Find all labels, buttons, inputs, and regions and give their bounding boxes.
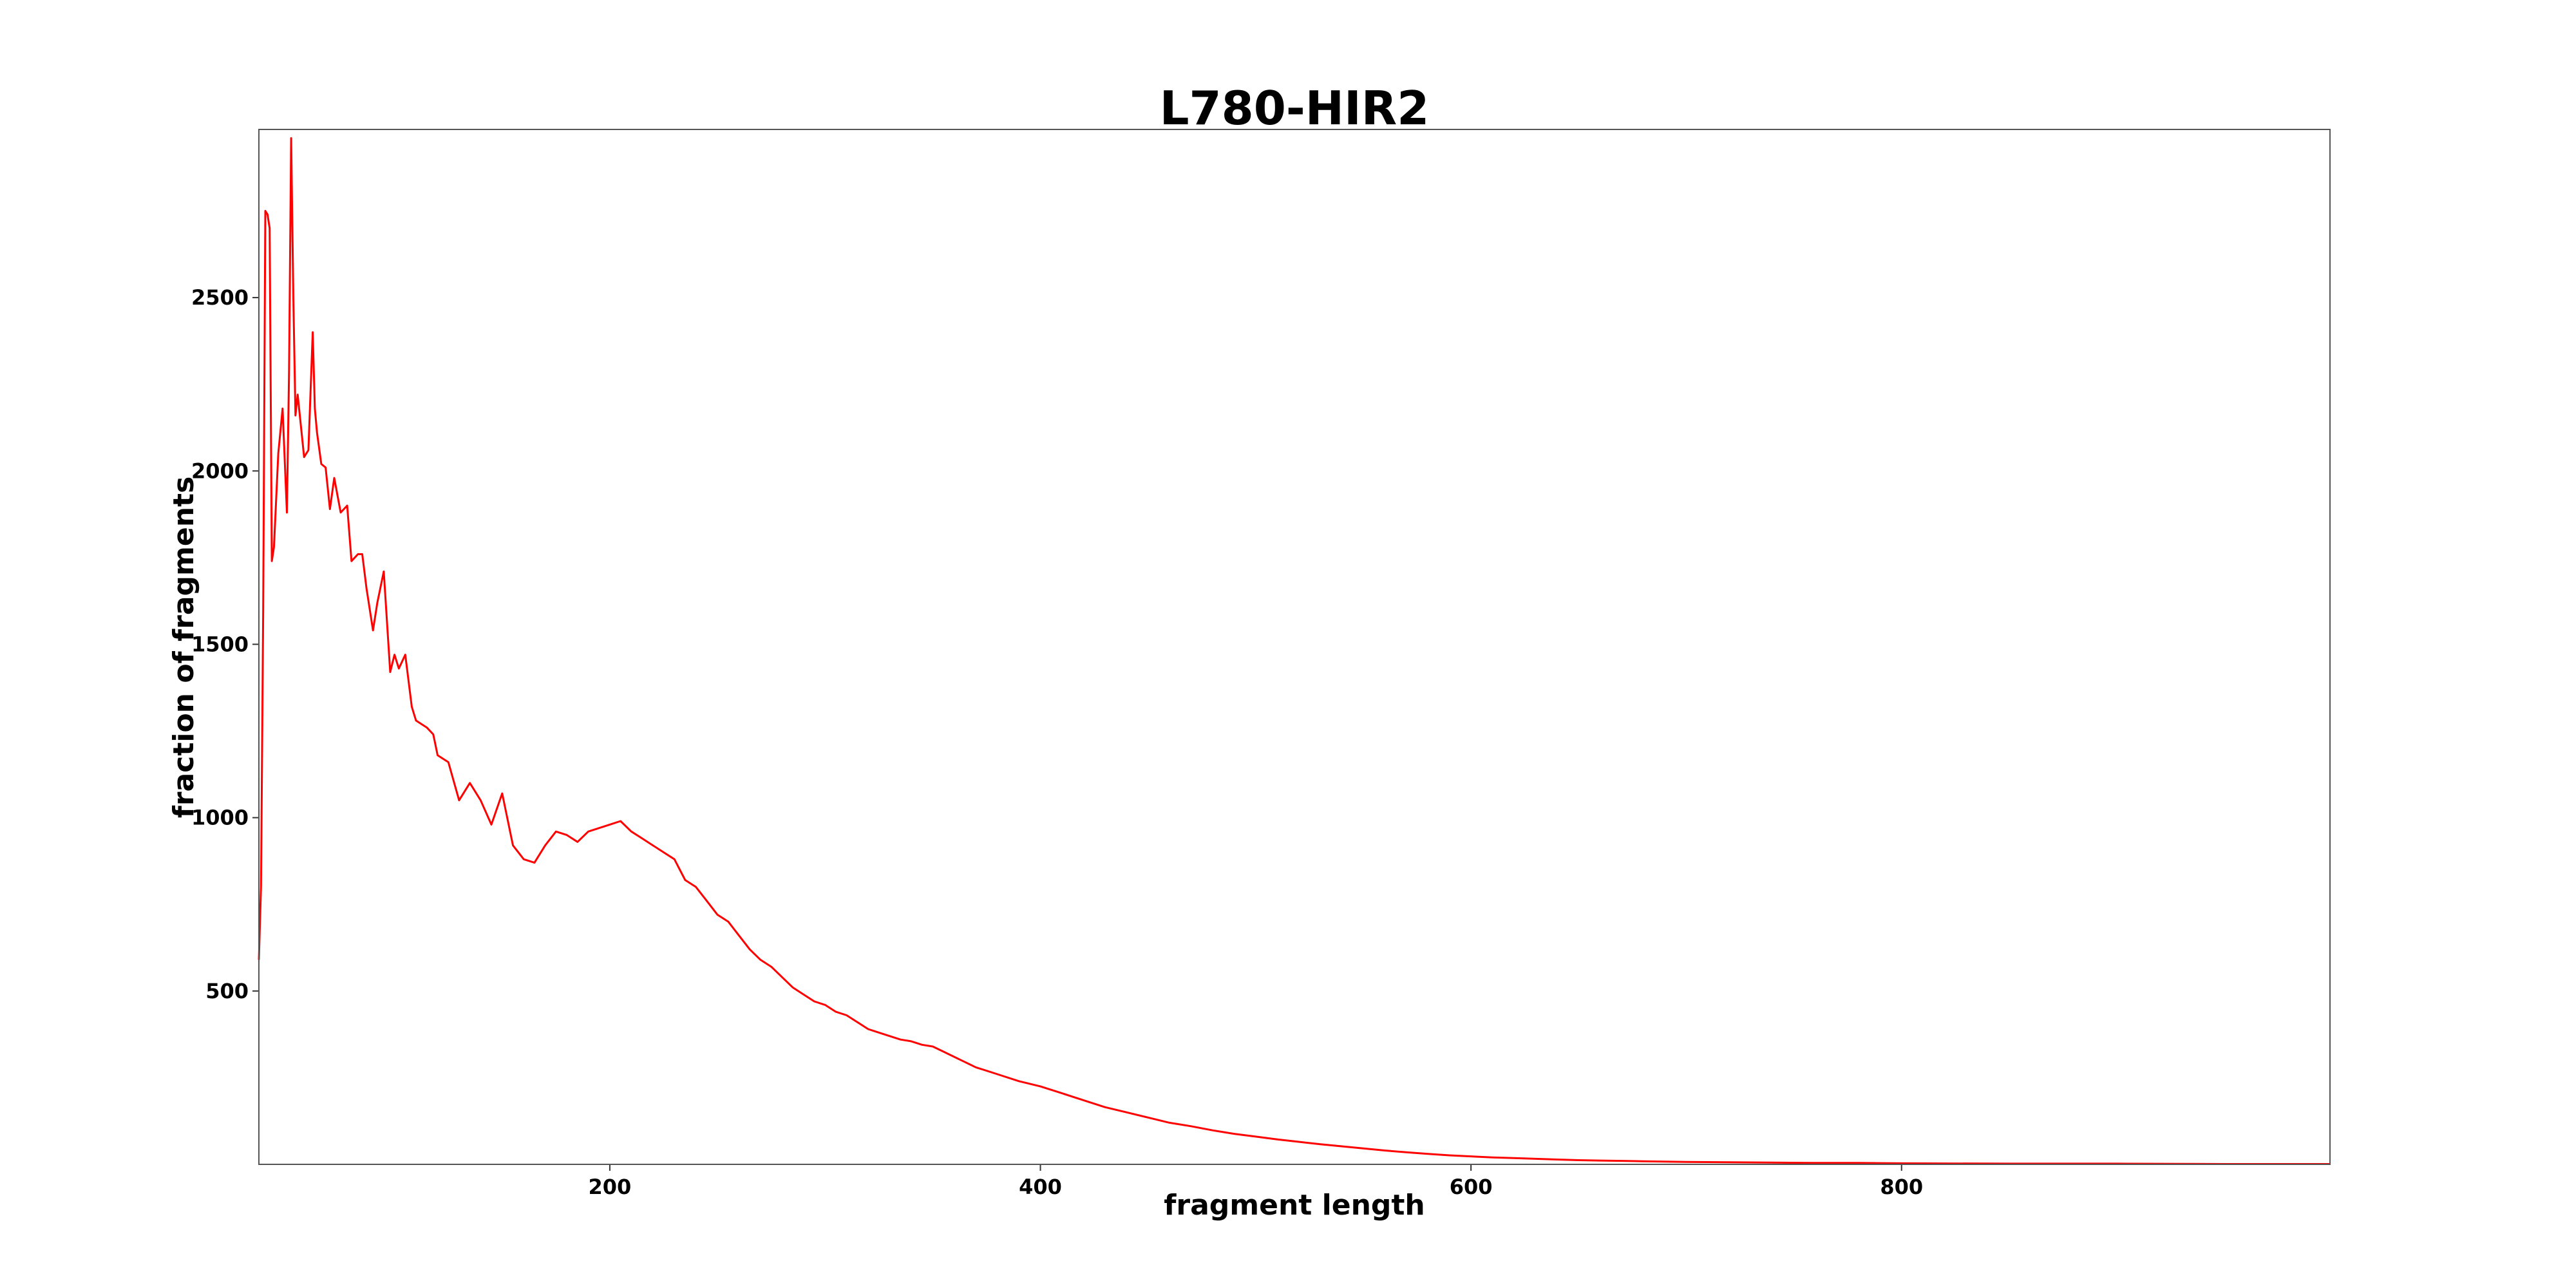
x-tick-label: 400 xyxy=(1019,1175,1062,1199)
y-tick-label: 2000 xyxy=(191,459,249,483)
x-tick-label: 800 xyxy=(1880,1175,1923,1199)
y-tick-label: 2500 xyxy=(191,285,249,310)
plot-frame xyxy=(258,129,2331,1165)
y-tick-label: 500 xyxy=(205,979,249,1003)
x-axis-label: fragment length xyxy=(1164,1189,1425,1222)
chart-title: L780-HIR2 xyxy=(1160,81,1430,135)
y-tick-label: 1500 xyxy=(191,632,249,656)
x-tick-label: 600 xyxy=(1450,1175,1493,1199)
axis-ticks: 200 400 600 800 500 1000 1500 2000 2500 xyxy=(191,285,1923,1199)
x-tick-label: 200 xyxy=(589,1175,632,1199)
y-tick-label: 1000 xyxy=(191,806,249,830)
series-line-0 xyxy=(258,137,2330,1165)
plot-area xyxy=(258,137,2330,1165)
y-axis-label: fraction of fragments xyxy=(167,477,200,819)
